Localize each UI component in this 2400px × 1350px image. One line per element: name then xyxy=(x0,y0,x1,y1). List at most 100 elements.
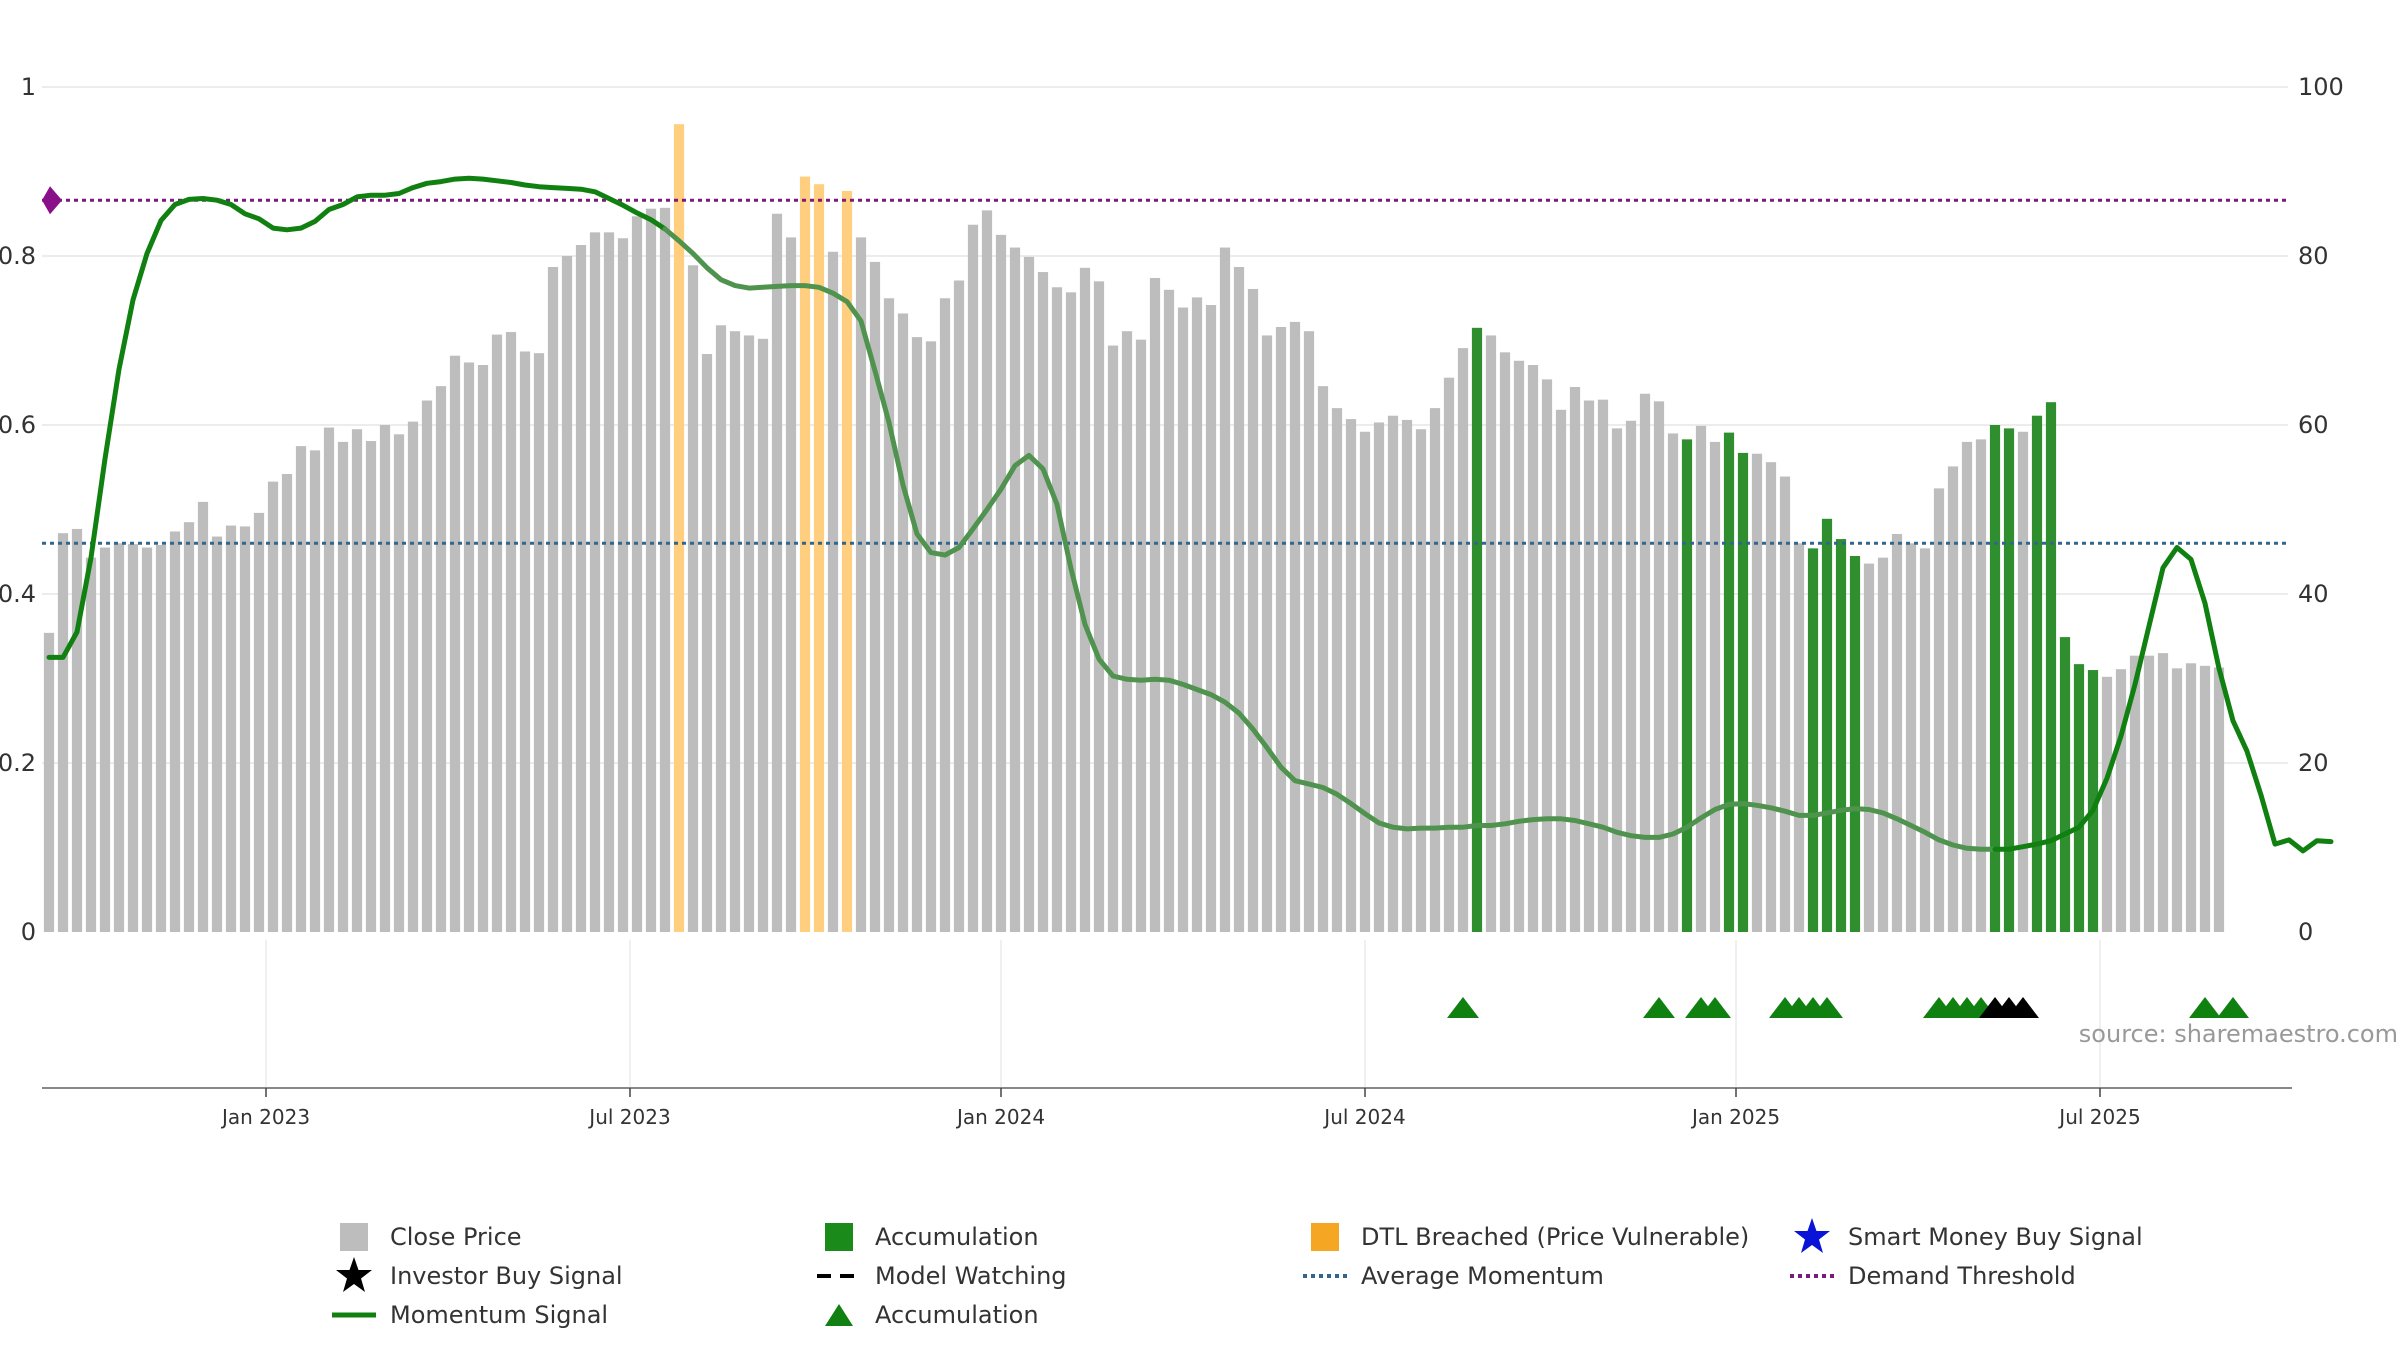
dtl-breached-bar xyxy=(673,124,685,933)
close-price-bar xyxy=(57,533,69,932)
close-price-bar xyxy=(463,362,475,933)
y-left-tick-label: 0.6 xyxy=(0,411,36,439)
x-tick-label: Jan 2025 xyxy=(1690,1105,1780,1129)
close-price-bar xyxy=(575,245,587,932)
close-price-bar xyxy=(1863,563,1875,932)
close-price-bar xyxy=(2171,668,2183,932)
close-price-bar xyxy=(757,338,769,932)
close-price-bar xyxy=(715,325,727,932)
close-price-bar xyxy=(1401,419,1413,932)
close-price-bar xyxy=(995,234,1007,932)
close-price-bar xyxy=(1387,415,1399,933)
close-price-bar xyxy=(421,400,433,932)
close-price-bar xyxy=(1877,557,1889,932)
y-right-tick-label: 20 xyxy=(2298,749,2329,777)
close-price-bar xyxy=(687,265,699,932)
close-price-bar xyxy=(1933,488,1945,932)
close-price-bar xyxy=(99,547,111,932)
dtl-breached-bar xyxy=(813,184,825,933)
close-price-bar xyxy=(631,216,643,932)
accumulation-triangle xyxy=(1811,997,1843,1018)
close-price-bar xyxy=(1023,256,1035,933)
close-price-bar xyxy=(1233,266,1245,932)
accumulation-bar xyxy=(1849,555,1861,932)
dtl-breached-bar xyxy=(841,190,853,932)
accumulation-bar xyxy=(2073,664,2085,932)
accumulation-bar xyxy=(1835,539,1847,932)
accumulation-bar xyxy=(1723,432,1735,932)
close-price-bar xyxy=(1345,419,1357,933)
close-price-bar xyxy=(561,256,573,932)
close-price-bar xyxy=(2115,669,2127,932)
close-price-bar xyxy=(169,531,181,932)
accumulation-triangle xyxy=(1447,997,1479,1018)
close-price-bar xyxy=(1149,277,1161,933)
close-price-bar xyxy=(1163,289,1175,932)
close-price-bar xyxy=(379,425,391,932)
close-price-bar xyxy=(603,232,615,933)
close-price-bar xyxy=(449,355,461,933)
close-price-bar xyxy=(617,238,629,932)
close-price-bar xyxy=(1555,409,1567,932)
close-price-bar xyxy=(183,522,195,932)
close-price-bar xyxy=(1051,287,1063,932)
bars xyxy=(43,124,2225,933)
close-price-bar xyxy=(113,543,125,932)
close-price-bar xyxy=(729,331,741,933)
close-price-bar xyxy=(547,266,559,932)
close-price-bar xyxy=(1359,431,1371,932)
close-price-bar xyxy=(1667,433,1679,932)
close-price-bar xyxy=(1429,408,1441,933)
close-price-bar xyxy=(393,434,405,932)
y-right-tick-label: 80 xyxy=(2298,242,2329,270)
momentum-signal-line xyxy=(1992,545,2334,854)
close-price-bar xyxy=(1275,326,1287,933)
close-price-bar xyxy=(1457,348,1469,933)
close-price-bar xyxy=(1905,543,1917,932)
accumulation-bar xyxy=(2003,428,2015,932)
close-price-bar xyxy=(1289,321,1301,932)
close-price-bar xyxy=(155,544,167,932)
y-right-tick-label: 0 xyxy=(2298,918,2313,946)
close-price-bar xyxy=(2185,663,2197,932)
accumulation-bar xyxy=(2059,637,2071,932)
accumulation-bar xyxy=(1681,439,1693,932)
close-price-bar xyxy=(491,334,503,933)
close-price-bar xyxy=(589,232,601,933)
markers xyxy=(42,186,2249,1018)
demand-marker xyxy=(42,186,62,215)
close-price-bar xyxy=(1751,453,1763,932)
close-price-bar xyxy=(1261,335,1273,932)
source-attribution: source: sharemaestro.com xyxy=(2078,1020,2398,1048)
close-price-bar xyxy=(127,544,139,932)
close-price-bar xyxy=(1765,462,1777,932)
close-price-bar xyxy=(1625,420,1637,932)
investor-buy-signal-triangle xyxy=(2007,997,2039,1018)
close-price-bar xyxy=(533,353,545,932)
close-price-bar xyxy=(659,207,671,932)
accumulation-bar xyxy=(1989,425,2001,932)
close-price-bar xyxy=(477,365,489,932)
close-price-bar xyxy=(1065,292,1077,933)
close-price-bar xyxy=(1919,548,1931,932)
close-price-bar xyxy=(1443,377,1455,932)
close-price-bar xyxy=(1793,543,1805,932)
accumulation-bar xyxy=(1737,452,1749,932)
close-price-bar xyxy=(1121,331,1133,933)
close-price-bar xyxy=(2213,667,2225,932)
x-tick-label: Jan 2023 xyxy=(220,1105,310,1129)
close-price-bar xyxy=(1093,281,1105,933)
close-price-bar xyxy=(1597,399,1609,932)
y-left-tick-label: 0.8 xyxy=(0,242,36,270)
close-price-bar xyxy=(211,536,223,932)
y-right-tick-label: 40 xyxy=(2298,580,2329,608)
close-price-bar xyxy=(1695,425,1707,932)
close-price-bar xyxy=(225,525,237,932)
close-price-bar xyxy=(981,210,993,932)
close-price-bar xyxy=(1079,267,1091,933)
close-price-bar xyxy=(1569,386,1581,933)
x-tick-label: Jul 2023 xyxy=(587,1105,670,1129)
close-price-bar xyxy=(281,474,293,932)
accumulation-triangle xyxy=(1699,997,1731,1018)
close-price-bar xyxy=(1499,352,1511,933)
